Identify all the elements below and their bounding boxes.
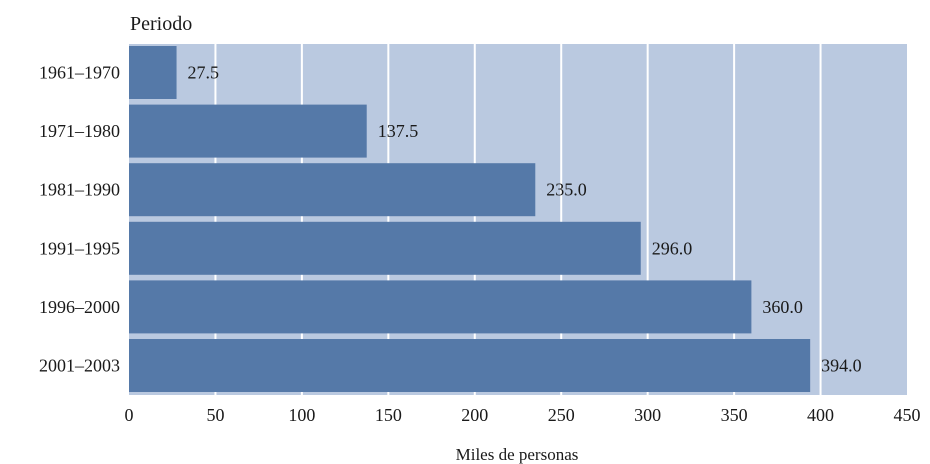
gridlines (214, 44, 822, 395)
x-tick-label: 400 (807, 405, 834, 425)
x-tick-label: 100 (288, 405, 315, 425)
bar-value-label: 394.0 (821, 356, 862, 376)
bar (129, 104, 367, 158)
category-label: 1991–1995 (39, 238, 120, 258)
category-labels: 1961–1970 1971–1980 1981–1990 1991–1995 1996… (39, 63, 120, 376)
bar-value-label: 360.0 (762, 297, 803, 317)
x-tick-label: 250 (548, 405, 575, 425)
category-label: 1971–1980 (39, 121, 120, 141)
x-tick-label: 200 (461, 405, 488, 425)
value-labels: 27.5 137.5 235.0 296.0 360.0 394.0 (188, 63, 862, 376)
bar (129, 339, 811, 392)
bar (129, 163, 536, 217)
plot-area-background (129, 44, 907, 395)
bar (129, 221, 641, 275)
bar-value-label: 296.0 (652, 238, 693, 258)
bar (129, 46, 177, 99)
x-tick-label: 300 (634, 405, 661, 425)
bar (129, 280, 752, 334)
x-tick-label: 50 (206, 405, 224, 425)
x-tick-labels: 0 50 100 150 200 250 300 350 400 450 (125, 405, 921, 425)
category-label: 1981–1990 (39, 180, 120, 200)
x-tick-label: 0 (125, 405, 134, 425)
x-axis-title: Miles de personas (456, 445, 579, 464)
y-axis-title: Periodo (130, 13, 192, 35)
x-tick-label: 350 (721, 405, 748, 425)
x-tick-label: 450 (894, 405, 921, 425)
category-label: 1996–2000 (39, 297, 120, 317)
bar-value-label: 137.5 (378, 121, 419, 141)
category-label: 1961–1970 (39, 63, 120, 83)
bar-value-label: 27.5 (188, 63, 220, 83)
category-label: 2001–2003 (39, 356, 120, 376)
x-tick-label: 150 (375, 405, 402, 425)
bars (129, 46, 811, 392)
bar-value-label: 235.0 (546, 180, 587, 200)
